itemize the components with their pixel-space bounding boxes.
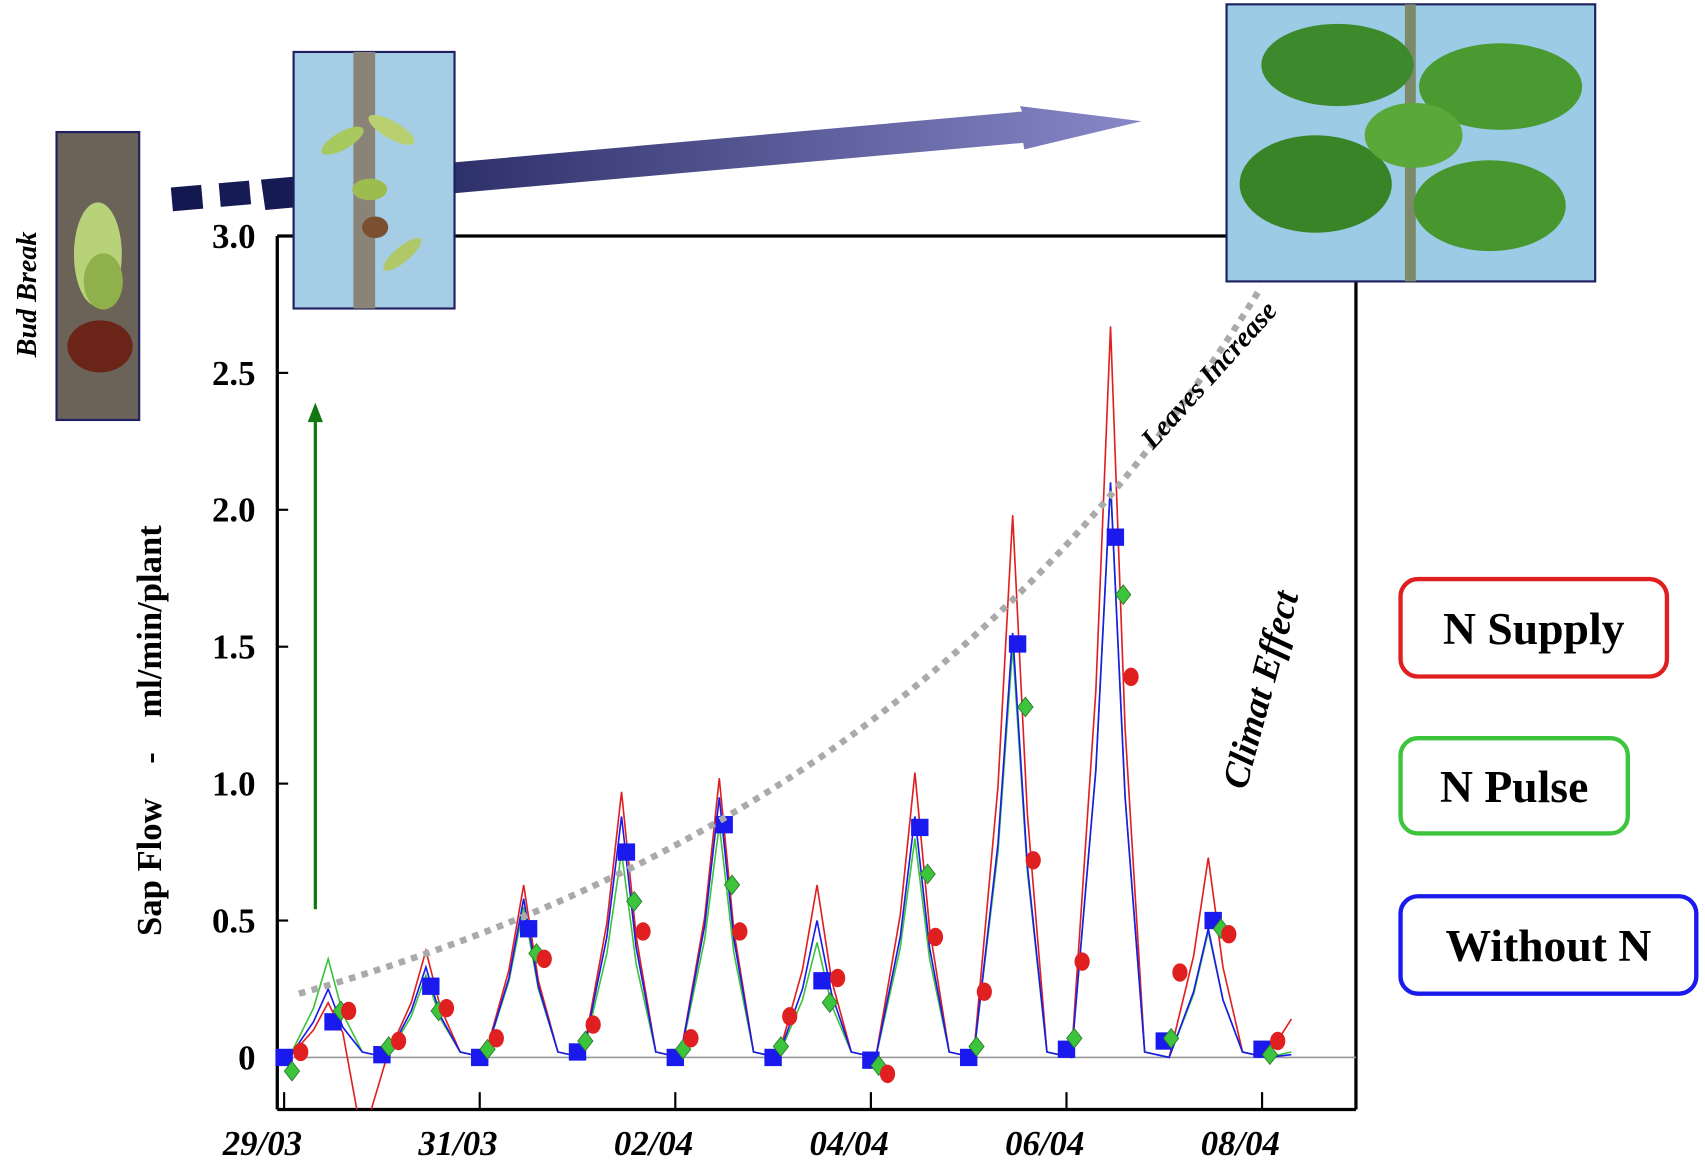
legend: N Supply N Pulse Without N: [1398, 576, 1699, 996]
marker: [919, 863, 936, 885]
marker: [1074, 952, 1090, 971]
plot-area: 0 0.5 1.0 1.5 2.0 2.5 3.0 29/03 31/03 02/04 04/04 0…: [212, 217, 1356, 1163]
y-tick-label: 1.5: [212, 628, 255, 667]
marker: [715, 816, 733, 834]
marker: [1162, 1027, 1180, 1049]
x-tick-label: 08/04: [1201, 1124, 1280, 1163]
marker: [1115, 584, 1132, 606]
marker: [968, 1036, 985, 1057]
annotation: Leaves Increase: [1134, 296, 1283, 456]
x-tick-label: 02/04: [614, 1124, 693, 1163]
marker: [830, 968, 846, 988]
marker: [1221, 925, 1237, 944]
annotation: Climat Effect: [1214, 585, 1307, 793]
marker: [772, 1036, 790, 1057]
y-tick-label: 0: [238, 1038, 255, 1077]
y-tick-label: 2.5: [212, 354, 255, 393]
marker: [438, 998, 455, 1018]
series-line: [288, 482, 1292, 1059]
increase-arrow: [307, 402, 323, 910]
y-tick-label: 0.5: [212, 902, 255, 941]
y-tick-label: 3.0: [212, 217, 255, 256]
marker: [1008, 635, 1027, 653]
marker: [536, 949, 552, 969]
annotation: Bud Break: [12, 232, 43, 359]
marker: [911, 818, 929, 837]
legend-label: N Pulse: [1440, 761, 1588, 812]
marker: [324, 1013, 342, 1031]
marker: [959, 1048, 978, 1067]
legend-box: [1398, 576, 1670, 679]
marker: [683, 1029, 699, 1048]
marker: [1270, 1031, 1286, 1051]
marker: [732, 922, 748, 941]
marker: [927, 927, 944, 947]
photo-shoot: [292, 50, 456, 310]
series-line: [288, 482, 1292, 1059]
legend-box: [1398, 736, 1630, 836]
trend-curve: [298, 285, 1265, 997]
x-tick-label: 29/03: [222, 1124, 302, 1163]
y-tick-label: 2.0: [212, 491, 255, 530]
marker: [723, 874, 741, 896]
plot-frame: [275, 234, 1358, 1112]
marker: [568, 1043, 587, 1061]
marker: [626, 890, 643, 912]
x-tick-label: 31/03: [417, 1124, 497, 1163]
legend-label: N Supply: [1443, 603, 1625, 654]
marker: [1025, 851, 1041, 870]
growth-arrow: [170, 106, 1142, 212]
marker: [813, 972, 831, 990]
marker: [764, 1048, 782, 1067]
legend-label: Without N: [1445, 920, 1651, 971]
marker: [1123, 667, 1139, 687]
marker: [976, 982, 992, 1001]
marker: [585, 1015, 601, 1034]
photo-bud: [55, 130, 141, 422]
marker: [577, 1030, 594, 1052]
marker: [879, 1064, 896, 1084]
marker: [422, 977, 440, 995]
marker: [275, 1048, 293, 1067]
marker: [390, 1031, 407, 1051]
marker: [1017, 696, 1034, 718]
marker: [635, 922, 651, 941]
y-tick-label: 1.0: [212, 765, 255, 804]
marker: [617, 843, 636, 861]
marker: [488, 1029, 504, 1048]
marker: [1066, 1027, 1083, 1049]
marker: [341, 1001, 357, 1021]
x-tick-label: 06/04: [1005, 1124, 1084, 1163]
marker: [293, 1042, 309, 1062]
marker: [1057, 1040, 1076, 1058]
marker: [519, 920, 538, 938]
marker: [1106, 528, 1125, 546]
marker: [283, 1060, 301, 1082]
x-tick-label: 04/04: [810, 1124, 889, 1163]
marker: [1172, 963, 1188, 982]
marker: [1261, 1044, 1279, 1066]
photo-plant: [1225, 3, 1597, 283]
marker: [782, 1007, 798, 1026]
y-axis-label: Sap Flow - ml/min/plant: [130, 525, 169, 936]
legend-box: [1398, 894, 1699, 996]
marker: [821, 992, 838, 1014]
